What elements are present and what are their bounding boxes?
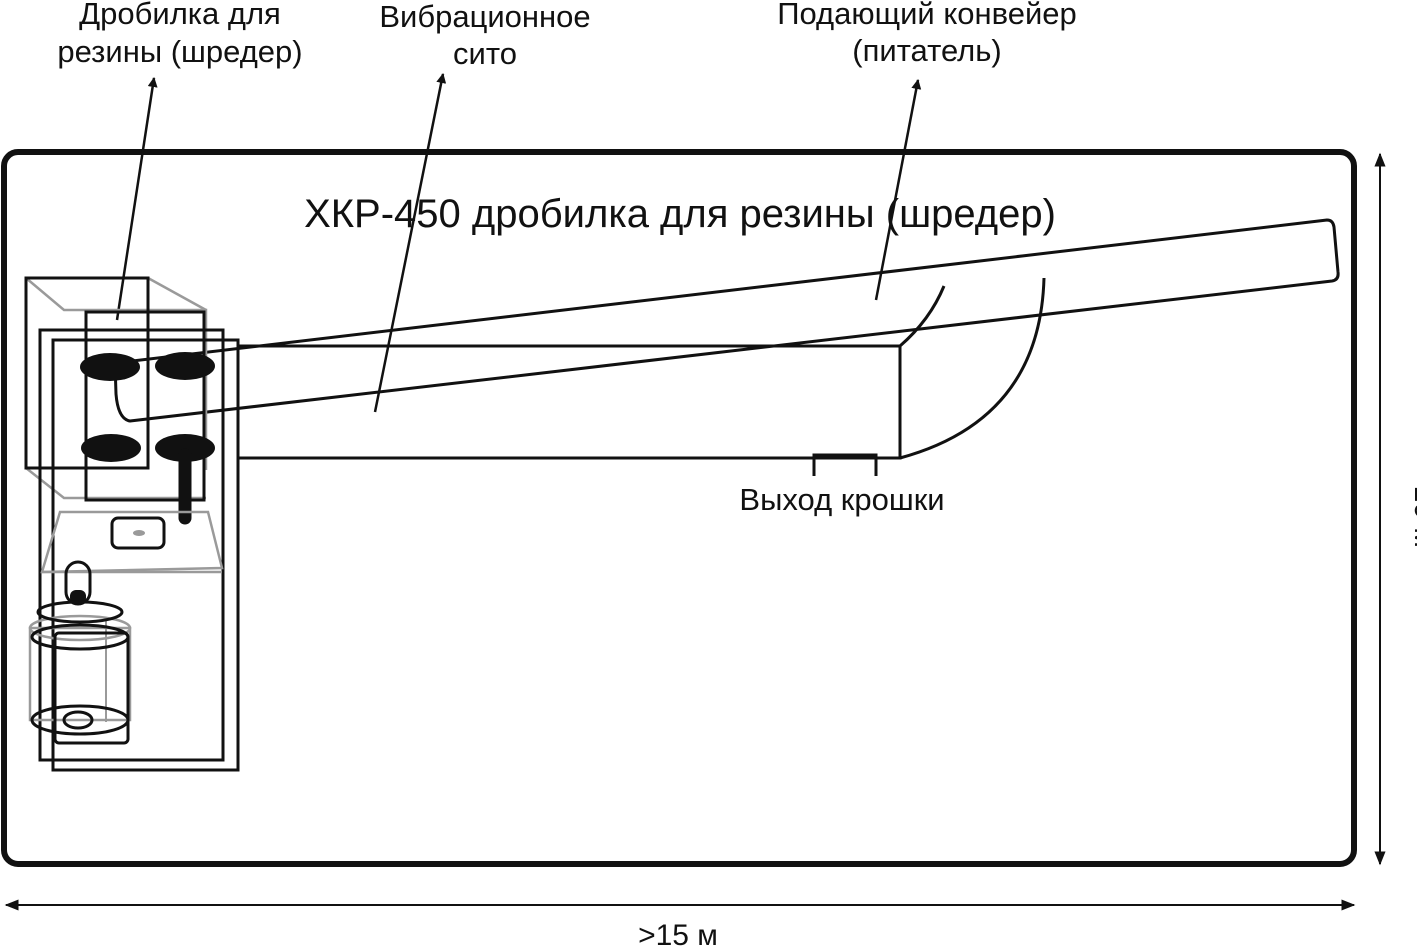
feeder-label-line-2: (питатель) — [852, 33, 1001, 68]
rotor-shaft-top-left — [80, 353, 140, 381]
crumb-outlet-label: Выход крошки — [739, 482, 944, 517]
rotor-shaft-bottom-left — [81, 434, 141, 462]
gearbox-window — [110, 516, 166, 550]
floor-area-border — [1, 149, 1357, 867]
electric-motor — [28, 600, 132, 745]
feeder-callout-arrow — [874, 79, 922, 301]
sieve-label-line-2: сито — [453, 36, 517, 71]
height-dimension-label: >10 м — [1408, 468, 1417, 548]
feeder-label-line-1: Подающий конвейер — [777, 0, 1077, 31]
shredder-callout-arrow — [115, 77, 158, 321]
width-dimension-label: >15 м — [638, 919, 718, 949]
shredder-machine — [24, 276, 240, 772]
rotor-shaft-bottom-right — [155, 434, 215, 462]
crumb-outlet — [812, 453, 878, 476]
vibrating-sieve — [238, 277, 1046, 460]
diagram-title: ХКР-450 дробилка для резины (шредер) — [304, 192, 1056, 236]
rotor-shaft-top-right — [155, 352, 215, 380]
feeder-conveyor — [113, 218, 1340, 423]
sieve-callout-arrow — [373, 73, 447, 413]
sieve-label-line-1: Вибрационное — [379, 0, 590, 34]
shredder-label-line-2: резины (шредер) — [57, 34, 302, 69]
shredder-label-line-1: Дробилка для — [79, 0, 281, 31]
